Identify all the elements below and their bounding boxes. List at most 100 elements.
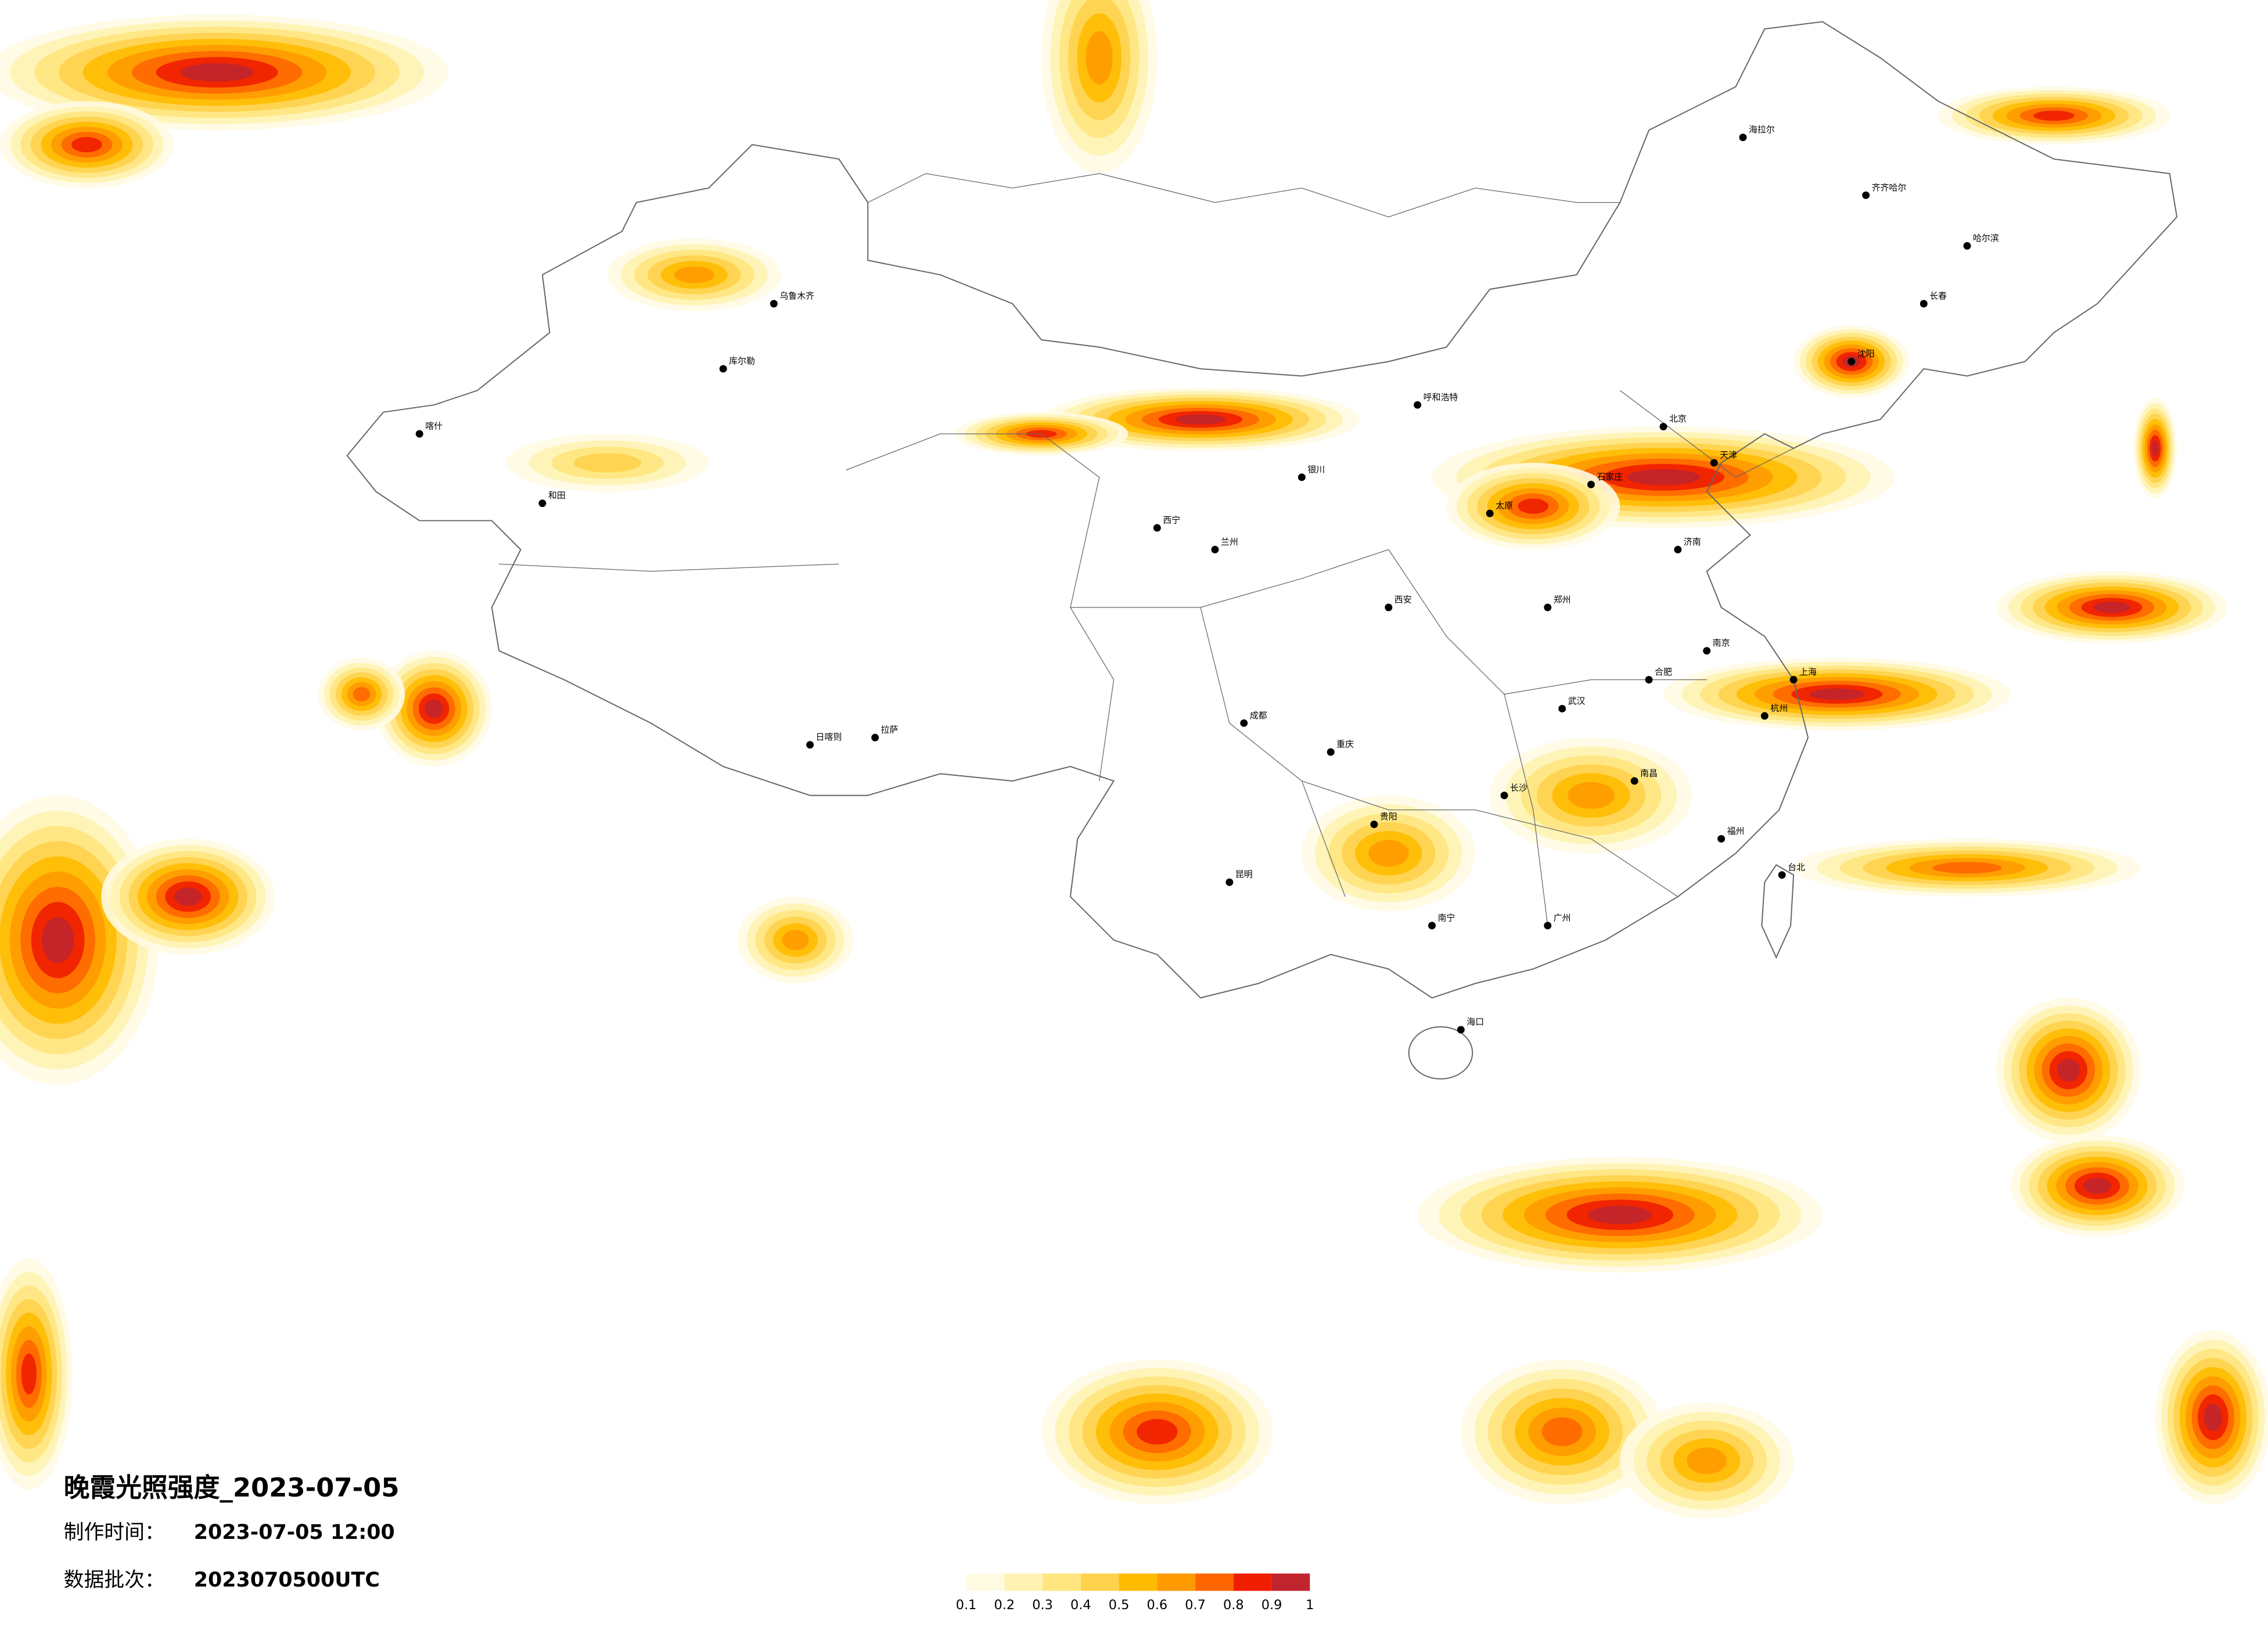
glow-blob bbox=[1588, 1206, 1652, 1224]
city-label: 西安 bbox=[1394, 595, 1412, 605]
glow-blob bbox=[2033, 110, 2075, 121]
made-label: 制作时间： bbox=[64, 1521, 165, 1544]
made-value: 2023-07-05 12:00 bbox=[194, 1521, 395, 1544]
city-dot bbox=[1500, 792, 1508, 800]
glow-blob bbox=[2204, 1404, 2223, 1431]
city-dot bbox=[1630, 777, 1638, 785]
glow-blob bbox=[1518, 498, 1549, 514]
city-dot bbox=[1327, 748, 1335, 756]
city-label: 武汉 bbox=[1568, 696, 1586, 706]
city-dot bbox=[871, 733, 879, 742]
city-label: 拉萨 bbox=[881, 725, 898, 735]
glow-layer bbox=[0, 0, 2268, 1519]
hainan-outline bbox=[1408, 1026, 1473, 1080]
colorbar-swatch bbox=[1043, 1573, 1081, 1591]
colorbar-swatch bbox=[1195, 1573, 1234, 1591]
city-label: 重庆 bbox=[1336, 739, 1354, 750]
colorbar-tick-label: 0.7 bbox=[1185, 1598, 1206, 1613]
colorbar-swatch bbox=[1233, 1573, 1272, 1591]
title: 晚霞光照强度_2023-07-05 bbox=[64, 1472, 400, 1503]
colorbar-tick-label: 0.9 bbox=[1261, 1598, 1282, 1613]
city-dot bbox=[1920, 300, 1928, 308]
city-dot bbox=[1739, 134, 1747, 142]
city-label: 南宁 bbox=[1437, 912, 1455, 923]
colorbar-tick-label: 0.3 bbox=[1032, 1598, 1053, 1613]
city-dot bbox=[1862, 191, 1870, 199]
batch-label: 数据批次： bbox=[64, 1569, 165, 1592]
colorbar-tick-label: 0.8 bbox=[1223, 1598, 1244, 1613]
city-label: 海口 bbox=[1467, 1017, 1484, 1027]
city-dot bbox=[1789, 676, 1798, 684]
city-dot bbox=[1544, 603, 1552, 611]
city-label: 广州 bbox=[1554, 912, 1571, 923]
glow-blob bbox=[1541, 1417, 1583, 1447]
city-dot bbox=[1710, 459, 1718, 467]
city-dot bbox=[1211, 545, 1219, 553]
colorbar-swatch bbox=[1157, 1573, 1196, 1591]
city-dot bbox=[1428, 922, 1436, 930]
glow-blob bbox=[2151, 440, 2159, 456]
city-dot bbox=[1587, 480, 1595, 488]
glow-blob bbox=[674, 266, 714, 283]
colorbar-tick-label: 0.6 bbox=[1147, 1598, 1168, 1613]
glow-blob bbox=[782, 930, 809, 951]
city-label: 北京 bbox=[1669, 413, 1687, 424]
city-label: 和田 bbox=[548, 490, 566, 501]
glow-blob bbox=[573, 453, 642, 473]
glow-blob bbox=[2057, 1059, 2080, 1082]
city-label: 杭州 bbox=[1770, 703, 1788, 713]
mongolia-outline bbox=[867, 173, 1620, 218]
city-dot bbox=[1645, 676, 1653, 684]
colorbar-swatch bbox=[966, 1573, 1005, 1591]
city-dot bbox=[719, 365, 727, 373]
city-dot bbox=[415, 430, 423, 438]
city-label: 沈阳 bbox=[1857, 348, 1875, 359]
city-dot bbox=[1297, 473, 1306, 481]
glow-blob bbox=[180, 63, 254, 82]
city-dot bbox=[1370, 821, 1378, 829]
borders bbox=[346, 21, 2178, 1080]
glow-blob bbox=[1137, 1419, 1178, 1445]
glow-blob bbox=[1568, 782, 1615, 809]
city-label: 银川 bbox=[1307, 464, 1325, 474]
taiwan-outline bbox=[1761, 864, 1795, 959]
city-dot bbox=[770, 300, 778, 308]
city-dot bbox=[1659, 423, 1667, 431]
colorbar-swatch bbox=[1271, 1573, 1310, 1591]
city-dot bbox=[1544, 922, 1552, 930]
city-label: 昆明 bbox=[1235, 869, 1253, 880]
city-label: 天津 bbox=[1720, 449, 1737, 460]
city-label: 哈尔滨 bbox=[1973, 233, 1999, 243]
batch-value: 2023070500UTC bbox=[194, 1569, 380, 1592]
city-dot bbox=[1225, 878, 1234, 886]
city-label: 西宁 bbox=[1163, 515, 1180, 526]
city-dot bbox=[1760, 712, 1769, 720]
city-label: 太原 bbox=[1496, 501, 1513, 511]
city-label: 日喀则 bbox=[816, 732, 842, 742]
colorbar-tick-label: 0.1 bbox=[956, 1598, 977, 1613]
city-label: 喀什 bbox=[425, 421, 443, 431]
colorbar-swatch bbox=[1004, 1573, 1043, 1591]
city-dot bbox=[1240, 719, 1248, 727]
glow-blob bbox=[2083, 1178, 2111, 1194]
city-dot bbox=[1963, 242, 1971, 250]
city-label: 南昌 bbox=[1640, 768, 1658, 778]
city-label: 成都 bbox=[1250, 710, 1267, 721]
glow-blob bbox=[1932, 862, 2002, 874]
city-dot bbox=[1153, 524, 1161, 532]
colorbar-swatch bbox=[1119, 1573, 1158, 1591]
city-dot bbox=[1703, 647, 1711, 655]
city-label: 库尔勒 bbox=[729, 356, 755, 366]
city-dot bbox=[1486, 509, 1494, 517]
city-dot bbox=[1558, 704, 1566, 713]
city-label: 郑州 bbox=[1554, 595, 1571, 605]
colorbar-swatch bbox=[1080, 1573, 1119, 1591]
glow-blob bbox=[1086, 31, 1113, 85]
city-dot bbox=[806, 741, 814, 749]
city-dot bbox=[1848, 358, 1856, 366]
city-label: 上海 bbox=[1799, 667, 1817, 677]
glow-blob bbox=[1809, 688, 1865, 700]
city-label: 长春 bbox=[1929, 291, 1947, 301]
